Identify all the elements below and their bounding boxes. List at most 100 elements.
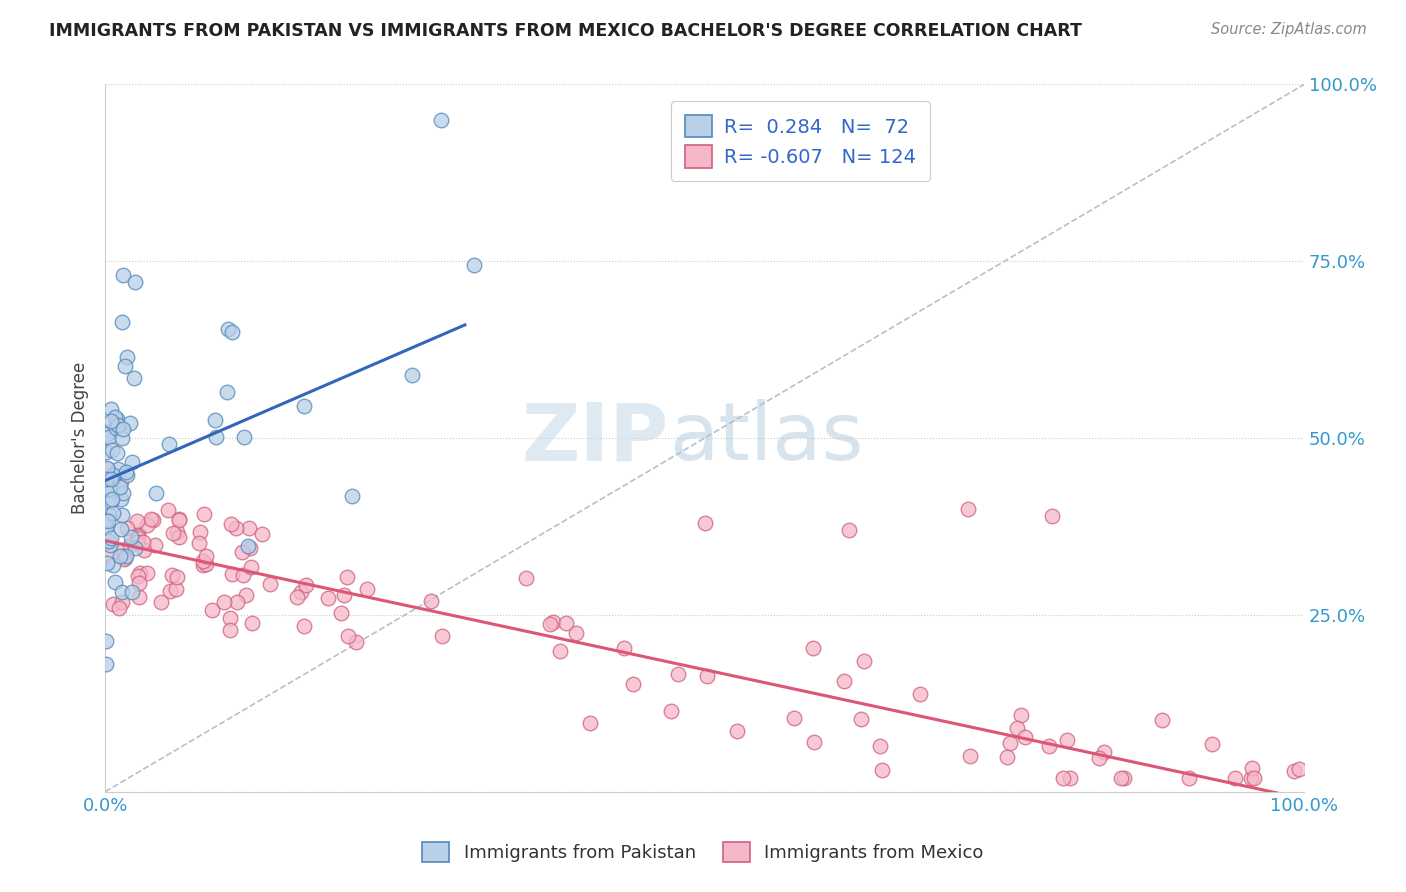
Point [239, 541, 262, 555]
Point [121, 455, 143, 469]
Point [114, 466, 136, 480]
Point [555, 615, 578, 630]
Point [541, 615, 564, 629]
Point [1240, 771, 1263, 785]
Point [430, 112, 453, 127]
Point [1052, 771, 1074, 785]
Point [420, 593, 443, 607]
Point [111, 585, 134, 599]
Point [329, 606, 352, 620]
Point [121, 585, 143, 599]
Point [285, 590, 308, 604]
Point [336, 629, 359, 643]
Point [157, 436, 180, 450]
Point [100, 401, 122, 416]
Point [401, 368, 423, 383]
Point [101, 484, 124, 499]
Point [235, 588, 257, 602]
Point [128, 576, 150, 591]
Point [115, 350, 138, 364]
Point [1243, 771, 1265, 785]
Point [225, 521, 247, 535]
Point [1223, 771, 1246, 785]
Point [127, 529, 149, 543]
Point [666, 666, 689, 681]
Point [97, 430, 120, 444]
Point [142, 513, 165, 527]
Point [290, 584, 312, 599]
Point [120, 530, 142, 544]
Point [613, 640, 636, 655]
Point [167, 530, 190, 544]
Point [115, 521, 138, 535]
Point [103, 467, 125, 482]
Point [108, 549, 131, 564]
Point [1014, 730, 1036, 744]
Point [97, 508, 120, 522]
Point [1056, 733, 1078, 747]
Point [132, 543, 155, 558]
Point [96, 472, 118, 486]
Point [1059, 771, 1081, 785]
Point [515, 571, 537, 585]
Point [1241, 761, 1264, 775]
Point [340, 489, 363, 503]
Point [100, 424, 122, 438]
Point [188, 524, 211, 539]
Point [834, 673, 856, 688]
Point [193, 507, 215, 521]
Point [114, 359, 136, 374]
Point [104, 410, 127, 425]
Point [295, 578, 318, 592]
Point [725, 723, 748, 738]
Point [96, 445, 118, 459]
Point [103, 471, 125, 485]
Point [550, 643, 572, 657]
Point [1010, 708, 1032, 723]
Point [870, 763, 893, 777]
Point [1007, 721, 1029, 735]
Point [97, 515, 120, 529]
Point [193, 558, 215, 573]
Point [1092, 745, 1115, 759]
Point [100, 493, 122, 508]
Point [849, 712, 872, 726]
Point [233, 430, 256, 444]
Point [100, 472, 122, 486]
Point [195, 549, 218, 563]
Point [1282, 764, 1305, 779]
Point [111, 422, 134, 436]
Point [136, 566, 159, 581]
Point [110, 475, 132, 489]
Point [166, 570, 188, 584]
Point [104, 575, 127, 590]
Point [803, 735, 825, 749]
Point [114, 551, 136, 566]
Point [97, 461, 120, 475]
Point [201, 603, 224, 617]
Point [1088, 750, 1111, 764]
Text: IMMIGRANTS FROM PAKISTAN VS IMMIGRANTS FROM MEXICO BACHELOR'S DEGREE CORRELATION: IMMIGRANTS FROM PAKISTAN VS IMMIGRANTS F… [49, 22, 1083, 40]
Point [107, 462, 129, 476]
Point [167, 512, 190, 526]
Point [96, 461, 118, 475]
Point [621, 676, 644, 690]
Point [165, 582, 187, 596]
Point [801, 640, 824, 655]
Point [869, 739, 891, 754]
Point [101, 558, 124, 573]
Point [104, 421, 127, 435]
Legend: R=  0.284   N=  72, R= -0.607   N= 124: R= 0.284 N= 72, R= -0.607 N= 124 [672, 101, 929, 181]
Point [96, 427, 118, 442]
Point [110, 480, 132, 494]
Point [112, 268, 135, 283]
Point [316, 591, 339, 605]
Point [100, 414, 122, 428]
Point [100, 531, 122, 545]
Point [96, 633, 118, 648]
Point [127, 514, 149, 528]
Point [259, 576, 281, 591]
Point [239, 560, 262, 574]
Point [111, 432, 134, 446]
Point [128, 566, 150, 580]
